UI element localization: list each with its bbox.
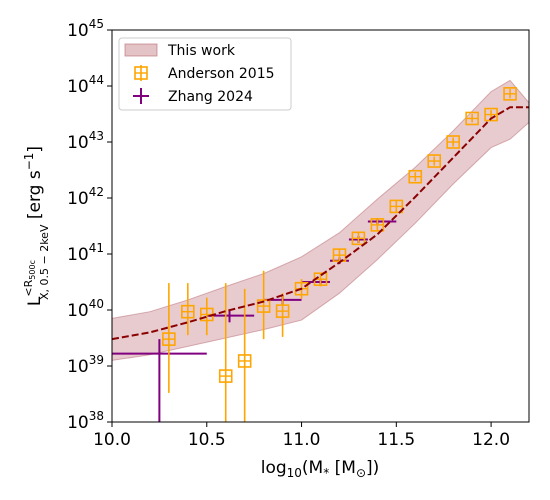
y-tick-label: 1043 bbox=[67, 129, 104, 153]
anderson-point bbox=[427, 154, 442, 168]
this-work-median-line bbox=[112, 106, 529, 341]
y-tick-label-exponent: 41 bbox=[89, 241, 104, 255]
y-tick-label-exponent: 40 bbox=[89, 297, 104, 311]
tick-marks bbox=[107, 29, 492, 427]
y-tick-label: 1042 bbox=[67, 185, 104, 209]
x-axis-label-log: log bbox=[261, 458, 287, 478]
x-axis-label-sub: 10 bbox=[287, 466, 302, 480]
plot-frame bbox=[111, 29, 530, 423]
anderson-point bbox=[484, 107, 498, 122]
anderson-point bbox=[237, 288, 252, 422]
y-axis-label-units: [erg s bbox=[25, 170, 45, 224]
legend: This work Anderson 2015 Zhang 2024 bbox=[118, 37, 292, 111]
x-tick-labels: 10.0 10.5 11.0 11.5 12.0 bbox=[93, 430, 510, 450]
anderson-point bbox=[332, 248, 347, 262]
y-axis-label-close: ] bbox=[25, 146, 45, 153]
y-tick-label-base: 10 bbox=[67, 357, 89, 377]
x-tick-label: 10.5 bbox=[188, 430, 226, 450]
y-tick-label-exponent: 44 bbox=[89, 73, 104, 87]
x-axis-label-sun: ⊙ bbox=[356, 466, 366, 480]
x-tick-label: 12.0 bbox=[472, 430, 510, 450]
y-axis-label-L: L bbox=[25, 296, 45, 306]
zhang-point bbox=[112, 339, 207, 422]
anderson-point bbox=[503, 87, 517, 101]
x-tick-label: 11.5 bbox=[377, 430, 415, 450]
y-tick-label: 1044 bbox=[67, 73, 104, 97]
y-tick-label-base: 10 bbox=[67, 189, 89, 209]
legend-this-work-swatch bbox=[124, 43, 158, 57]
y-axis-label-supsub: 500c bbox=[28, 260, 37, 280]
this-work-band bbox=[112, 79, 529, 361]
y-axis-label: L<R500cX, 0.5 − 2keV [erg s−1] bbox=[22, 146, 51, 306]
legend-this-work-label: This work bbox=[167, 43, 236, 59]
legend-zhang-label: Zhang 2024 bbox=[168, 89, 253, 105]
y-axis-label-sup: <R bbox=[22, 279, 35, 296]
legend-anderson-marker bbox=[134, 65, 148, 81]
anderson-point bbox=[446, 135, 460, 149]
y-tick-label-exponent: 45 bbox=[89, 17, 104, 31]
x-axis-label-end: ]) bbox=[366, 458, 379, 478]
legend-box bbox=[118, 37, 292, 111]
y-axis-label-unitsexp: −1 bbox=[22, 153, 36, 171]
band-layer bbox=[112, 79, 529, 361]
y-tick-label-base: 10 bbox=[67, 245, 89, 265]
anderson-point bbox=[389, 199, 404, 214]
y-tick-label: 1040 bbox=[67, 297, 104, 321]
y-tick-label-exponent: 42 bbox=[89, 185, 104, 199]
anderson-point bbox=[181, 283, 195, 336]
anderson-point bbox=[351, 231, 366, 246]
y-tick-label: 1041 bbox=[67, 241, 104, 265]
y-tick-label-base: 10 bbox=[67, 133, 89, 153]
anderson-point bbox=[162, 283, 176, 393]
x-tick-label: 10.0 bbox=[93, 430, 131, 450]
legend-anderson-label: Anderson 2015 bbox=[168, 66, 275, 82]
y-tick-label-base: 10 bbox=[67, 301, 89, 321]
y-tick-label-exponent: 43 bbox=[89, 129, 104, 143]
y-tick-label-base: 10 bbox=[67, 413, 89, 433]
x-axis-label-mid: [M bbox=[329, 458, 356, 478]
series-layer bbox=[112, 87, 529, 422]
y-tick-label: 1038 bbox=[67, 409, 104, 433]
anderson-point bbox=[408, 169, 423, 184]
anderson-point bbox=[218, 283, 233, 422]
y-tick-label-exponent: 39 bbox=[89, 353, 104, 367]
y-tick-label-base: 10 bbox=[67, 21, 89, 41]
x-tick-label: 11.0 bbox=[283, 430, 321, 450]
y-tick-label: 1039 bbox=[67, 353, 104, 377]
y-tick-label-exponent: 38 bbox=[89, 409, 104, 423]
x-axis-label: log10(M* [M⊙]) bbox=[261, 458, 380, 480]
y-axis-label-sub: X, 0.5 − 2keV bbox=[38, 224, 51, 300]
x-axis-label-rest: (M bbox=[302, 458, 323, 478]
y-tick-label-base: 10 bbox=[67, 77, 89, 97]
anderson-point bbox=[256, 270, 271, 340]
anderson-point bbox=[370, 218, 385, 232]
x-axis-label-star: * bbox=[323, 466, 329, 480]
zhang-point bbox=[206, 310, 255, 323]
legend-zhang-marker bbox=[133, 88, 149, 104]
y-tick-label: 1045 bbox=[67, 17, 104, 41]
anderson-point bbox=[465, 111, 479, 126]
anderson-point bbox=[275, 293, 290, 337]
